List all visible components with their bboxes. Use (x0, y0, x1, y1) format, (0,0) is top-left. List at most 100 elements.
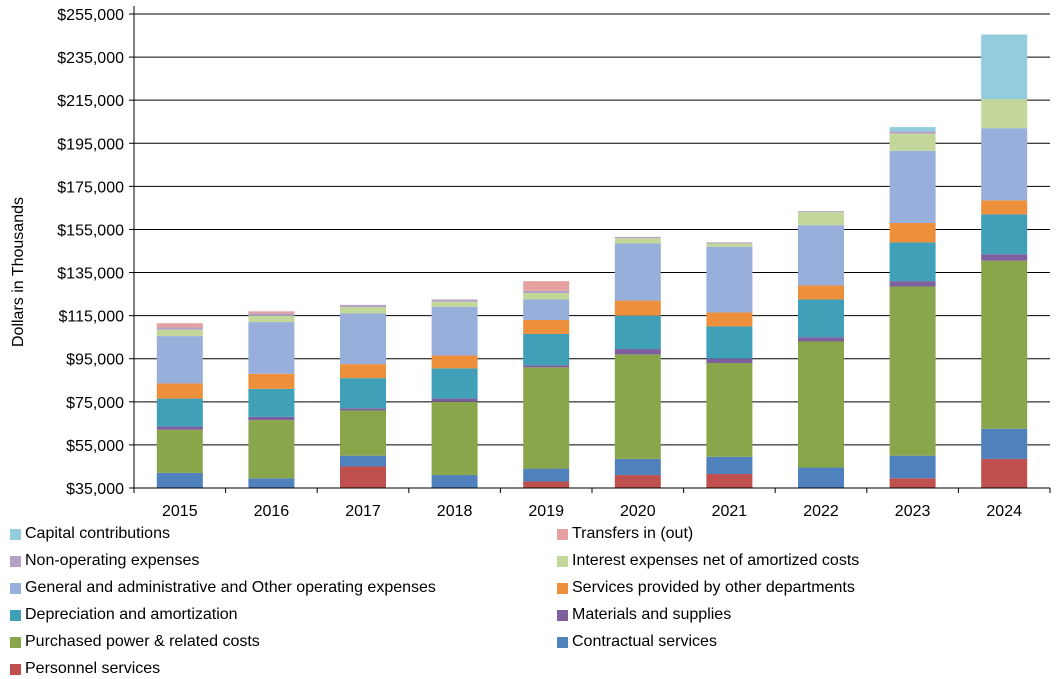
bar-segment (156, 329, 203, 337)
bar-segment (523, 367, 570, 469)
bar-segment (706, 246, 753, 313)
bar-segment (981, 428, 1028, 459)
y-tick-label: $95,000 (66, 352, 124, 369)
bar-segment (706, 358, 753, 364)
bar-segment (523, 481, 570, 488)
legend-label: Capital contributions (25, 525, 170, 542)
bar-segment (248, 420, 295, 479)
bar-segment (248, 311, 295, 314)
x-tick-label: 2020 (620, 503, 656, 520)
bar-segment (248, 373, 295, 389)
bar-segment (889, 131, 936, 134)
bar-segment (981, 260, 1028, 429)
bar-segment (614, 315, 661, 350)
y-tick-label: $195,000 (57, 136, 124, 153)
bar-stack-2017 (340, 304, 386, 488)
bar-segment (981, 458, 1028, 488)
legend-item: Capital contributions (10, 524, 170, 544)
bar-segment (340, 408, 386, 411)
legend-swatch (10, 663, 21, 675)
y-tick-label: $235,000 (57, 50, 124, 67)
bar-stack-2015 (156, 323, 203, 488)
legend-swatch (557, 636, 568, 648)
legend-item: Non-operating expenses (10, 551, 199, 571)
legend-item: Transfers in (out) (557, 524, 693, 544)
axes (133, 6, 1051, 493)
bar-segment (614, 349, 661, 355)
legend-swatch (10, 528, 21, 540)
bar-segment (523, 333, 570, 366)
bar-segment (340, 304, 386, 308)
legend-swatch (557, 609, 568, 621)
bar-segment (889, 222, 936, 243)
bar-segment (156, 426, 203, 430)
bar-segment (340, 466, 386, 488)
bar-segment (614, 238, 661, 244)
bar-segment (798, 341, 844, 468)
legend-item: Personnel services (10, 659, 160, 679)
legend-item: Contractual services (557, 632, 717, 652)
bar-segment (523, 468, 570, 482)
bar-segment (798, 299, 844, 338)
bar-segment (340, 307, 386, 314)
bar-segment (981, 254, 1028, 261)
y-tick-label: $155,000 (57, 222, 124, 239)
bar-segment (340, 378, 386, 409)
y-tick-label: $115,000 (58, 309, 124, 326)
legend-label: Personnel services (25, 660, 161, 677)
bar-segment (156, 323, 203, 328)
bar-segment (889, 150, 936, 223)
bar-segment (889, 127, 936, 132)
bar-segment (523, 281, 570, 291)
bar-segment (431, 475, 478, 488)
bar-stack-2018 (431, 299, 478, 488)
bar-segment (523, 293, 570, 300)
x-tick-label: 2024 (986, 503, 1022, 520)
y-tick-label: $175,000 (57, 179, 124, 196)
legend-item: Interest expenses net of amortized costs (557, 551, 859, 571)
legend-swatch (10, 582, 21, 594)
legend-swatch (10, 609, 21, 621)
bar-segment (340, 455, 386, 467)
bar-segment (706, 312, 753, 327)
bar-segment (706, 473, 753, 488)
bar-segment (614, 300, 661, 316)
legend-item: Materials and supplies (557, 605, 731, 625)
x-tick-label: 2019 (528, 503, 564, 520)
bar-segment (889, 281, 936, 287)
bar-segment (981, 34, 1028, 100)
bar-stack-2016 (248, 311, 295, 488)
x-tick-label: 2022 (803, 503, 839, 520)
legend-swatch (557, 582, 568, 594)
bar-segment (889, 478, 936, 488)
bar-segment (340, 364, 386, 379)
x-tick-label: 2017 (345, 503, 381, 520)
y-tick-label: $215,000 (57, 93, 124, 110)
bar-segment (981, 200, 1028, 215)
bar-segment (614, 475, 661, 488)
bar-segment (706, 456, 753, 474)
bar-segment (706, 363, 753, 457)
legend-label: General and administrative and Other ope… (25, 579, 436, 596)
bar-segment (614, 354, 661, 459)
x-tick-label: 2016 (254, 503, 290, 520)
bar-segment (798, 212, 844, 226)
x-tick-labels: 2015 2016 2017 2018 2019 2020 2021 2022 2023 2024 (162, 503, 1022, 520)
bar-segment (523, 365, 570, 368)
legend-label: Contractual services (572, 633, 717, 650)
bar-segment (798, 337, 844, 342)
bar-segment (706, 242, 753, 244)
legend-label: Depreciation and amortization (25, 606, 238, 623)
bar-segment (431, 398, 478, 402)
y-tick-label: $135,000 (57, 266, 124, 283)
bar-stack-2021 (706, 242, 753, 488)
legend-label: Interest expenses net of amortized costs (572, 552, 860, 569)
legend-label: Services provided by other departments (572, 579, 855, 596)
legend-label: Non-operating expenses (25, 552, 200, 569)
bar-segment (523, 319, 570, 334)
legend-item: General and administrative and Other ope… (10, 578, 436, 598)
bar-segment (798, 467, 844, 488)
bar-segment (523, 290, 570, 294)
bar-segment (431, 299, 478, 302)
bar-segment (340, 410, 386, 456)
